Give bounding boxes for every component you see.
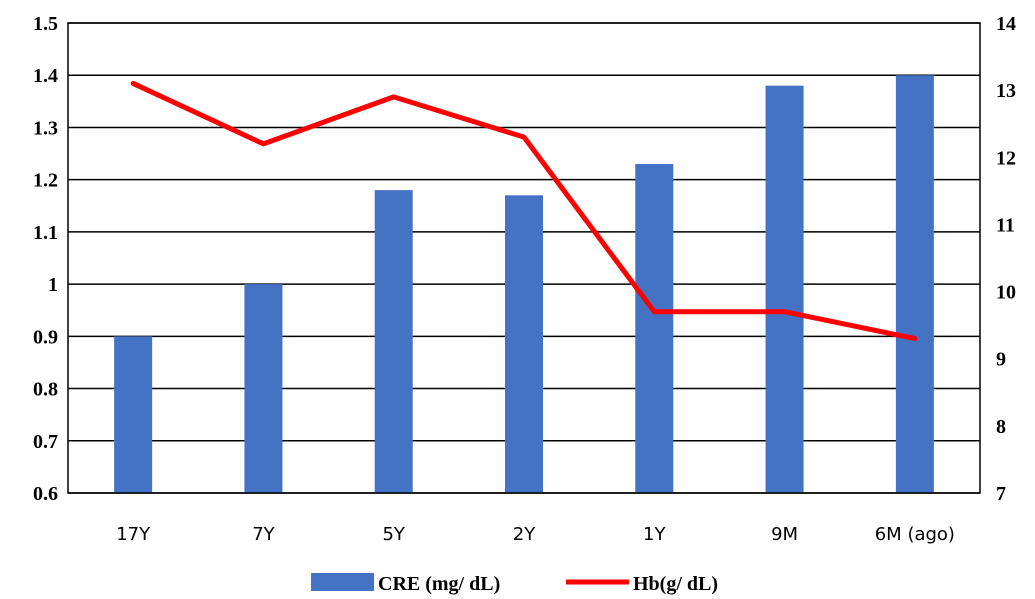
legend-label-hb: Hb(g/ dL)	[633, 573, 718, 595]
line-series	[130, 80, 918, 342]
hb-line	[130, 80, 918, 342]
category-label: 2Y	[513, 524, 536, 545]
bar	[765, 85, 804, 494]
legend: CRE (mg/ dL) Hb(g/ dL)	[311, 573, 718, 595]
left-tick-label: 1.3	[33, 117, 58, 139]
left-tick-label: 1	[48, 274, 58, 296]
left-tick-label: 1.2	[33, 170, 58, 192]
left-tick-label: 0.8	[33, 379, 58, 401]
legend-label-cre: CRE (mg/ dL)	[378, 573, 500, 595]
right-tick-label: 12	[996, 147, 1016, 169]
bar-series	[114, 75, 934, 494]
left-tick-label: 1.4	[33, 65, 58, 87]
left-tick-label: 0.7	[33, 431, 58, 453]
category-label: 9M	[771, 524, 798, 545]
plot-border	[67, 22, 981, 494]
category-label: 7Y	[252, 524, 275, 545]
x-axis: 17Y 7Y 5Y 2Y 1Y 9M 6M (ago)	[116, 524, 955, 545]
bar	[895, 75, 934, 493]
right-axis: 7 8 9 10 11 12 13 14	[996, 13, 1016, 505]
legend-swatch-cre	[311, 573, 374, 591]
category-label: 17Y	[116, 524, 151, 545]
right-tick-label: 7	[996, 483, 1006, 505]
bar	[505, 195, 543, 494]
left-tick-label: 1.5	[33, 13, 58, 35]
bar	[635, 164, 674, 493]
category-label: 5Y	[382, 524, 405, 545]
bar	[374, 190, 413, 493]
bar	[114, 336, 153, 493]
category-label: 1Y	[643, 524, 666, 545]
left-tick-label: 0.6	[33, 483, 58, 505]
bar	[244, 284, 283, 493]
right-tick-label: 8	[996, 416, 1006, 438]
left-tick-label: 1.1	[33, 222, 58, 244]
left-tick-label: 0.9	[33, 326, 58, 348]
right-tick-label: 11	[996, 214, 1015, 236]
right-tick-label: 14	[996, 13, 1016, 35]
category-label: 6M (ago)	[875, 524, 955, 545]
plot-frame	[67, 22, 981, 494]
right-tick-label: 10	[996, 282, 1016, 304]
left-axis: 0.6 0.7 0.8 0.9 1 1.1 1.2 1.3 1.4 1.5	[33, 13, 58, 505]
right-tick-label: 9	[996, 349, 1006, 371]
right-tick-label: 13	[996, 80, 1016, 102]
